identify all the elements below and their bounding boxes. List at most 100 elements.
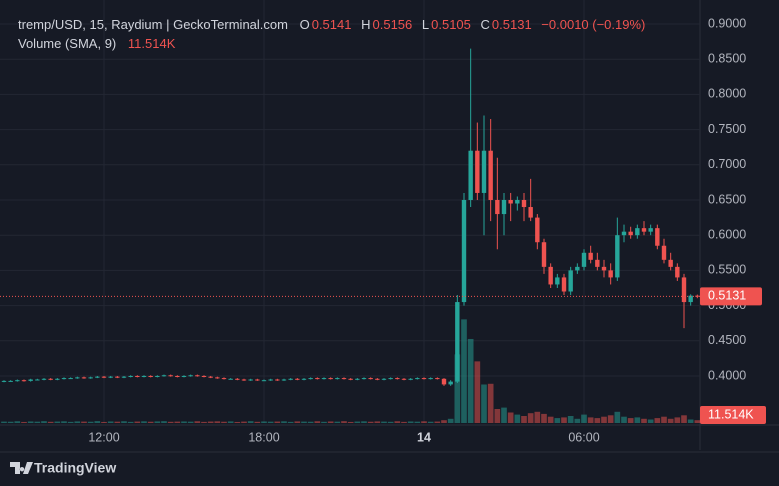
candle-body (161, 375, 167, 377)
volume-bar (207, 421, 214, 423)
volume-bar (347, 421, 354, 423)
candle-body (355, 378, 360, 380)
candle-body (35, 379, 40, 381)
candle-body (375, 378, 380, 380)
volume-bar (541, 413, 547, 423)
candle-body (175, 375, 180, 377)
candle-body (148, 375, 153, 377)
candle-body (508, 199, 513, 204)
volume-bar (581, 414, 587, 423)
last-price-box (700, 287, 762, 306)
candle-body (288, 378, 293, 380)
candle-body (408, 378, 413, 380)
volume-bar (414, 421, 421, 423)
volume-bar (327, 421, 334, 423)
volume-bar (354, 421, 361, 423)
volume-bar (67, 421, 74, 423)
candle-body (281, 379, 287, 381)
volume-bar (427, 421, 434, 423)
candle-body (608, 270, 613, 278)
volume-bar (461, 319, 467, 423)
volume-bar (441, 420, 447, 423)
volume-bar (481, 384, 487, 423)
volume-bar (641, 418, 647, 423)
volume-bar (227, 421, 234, 423)
candle-body (48, 378, 53, 380)
tradingview-logo[interactable]: TradingView (10, 460, 116, 476)
volume-bar (494, 408, 501, 423)
volume-bar (554, 418, 561, 423)
volume-bar (181, 421, 187, 423)
candle-body (688, 295, 693, 303)
candle-body (568, 270, 573, 292)
candle-body (368, 378, 373, 380)
candle-body (1, 380, 7, 382)
volume-bar (574, 418, 581, 423)
candle-body (381, 378, 387, 380)
x-tick-label: 06:00 (568, 430, 599, 444)
volume-bar (594, 418, 601, 423)
candle-body (215, 377, 220, 379)
x-tick-label: 14 (417, 430, 431, 444)
ohlc-label: C (480, 17, 490, 32)
candle-body (481, 150, 487, 193)
ohlc-label: L (421, 17, 430, 32)
candle-body (321, 378, 327, 380)
volume-bar (121, 421, 127, 423)
volume-bar (421, 421, 427, 423)
volume-bar (434, 421, 441, 423)
candle-body (335, 378, 340, 380)
candle-body (401, 378, 407, 380)
y-tick-label: 0.4500 (708, 333, 746, 347)
candle-body (88, 377, 93, 379)
volume-bar (294, 421, 301, 423)
volume-bar (394, 421, 401, 423)
candle-body (221, 378, 227, 380)
y-tick-label: 0.7500 (708, 122, 746, 136)
candle-body (41, 378, 47, 380)
ohlc-value: 0.5141 (311, 17, 352, 32)
volume-bar (627, 418, 634, 423)
candle-body (121, 376, 127, 378)
volume-bar (47, 421, 54, 423)
candle-body (101, 376, 107, 378)
volume-bar (607, 415, 614, 423)
volume-bar (1, 421, 7, 423)
volume-bar (301, 421, 307, 423)
candle-body (661, 245, 667, 260)
candle-body (448, 381, 453, 385)
candle-body (141, 375, 147, 377)
symbol-title: tremp/USD, 15, Raydium | GeckoTerminal.c… (18, 17, 288, 32)
candle-body (168, 375, 173, 377)
candle-body (75, 377, 80, 379)
candle-body (128, 375, 133, 377)
y-tick-label: 0.5500 (708, 263, 746, 277)
candle-body (115, 376, 120, 378)
volume-bar (247, 421, 254, 423)
volume-bar (221, 421, 227, 423)
candle-body (295, 378, 300, 380)
volume-bar (261, 421, 267, 423)
candle-body (635, 228, 640, 236)
candle-body (528, 207, 533, 218)
volume-bar (314, 421, 321, 423)
candle-body (388, 378, 393, 380)
volume-bar (561, 417, 567, 423)
candle-body (628, 231, 633, 236)
logo-icon (10, 462, 33, 474)
volume-bar (114, 421, 121, 423)
candle-body (655, 228, 660, 246)
candle-body (61, 378, 67, 380)
candle-body (21, 380, 27, 382)
volume-bar (694, 420, 701, 423)
volume-bar (587, 417, 594, 423)
volume-bar (334, 421, 341, 423)
volume-bar (134, 421, 141, 423)
volume-bar (687, 419, 694, 423)
candle-body (668, 259, 673, 267)
volume-bar (34, 421, 41, 423)
candle-body (421, 378, 427, 380)
candle-body (255, 379, 260, 381)
